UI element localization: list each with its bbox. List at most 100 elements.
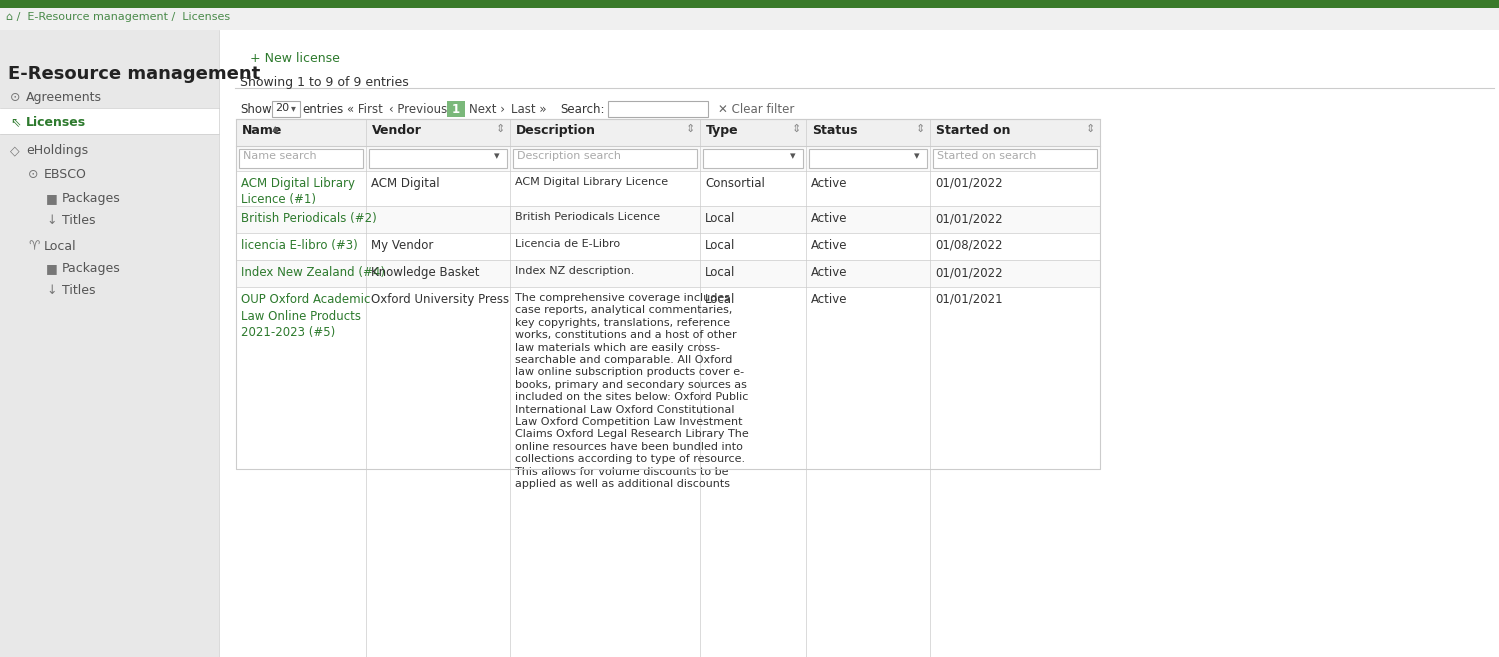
Text: ▾: ▾ (291, 103, 295, 113)
Text: Knowledge Basket: Knowledge Basket (370, 266, 480, 279)
Bar (0, 108, 219, 134)
Text: Show: Show (240, 103, 271, 116)
Text: ⇖: ⇖ (10, 116, 21, 129)
Bar (703, 149, 803, 168)
Text: ✕ Clear filter: ✕ Clear filter (718, 103, 794, 116)
Text: ⇕: ⇕ (496, 124, 505, 134)
Text: ⊙: ⊙ (10, 91, 21, 104)
Text: Active: Active (811, 239, 847, 252)
Text: ▲: ▲ (271, 124, 279, 133)
Text: entries: entries (301, 103, 343, 116)
Text: Active: Active (811, 293, 847, 306)
Bar (513, 149, 697, 168)
Text: Next ›: Next › (469, 103, 505, 116)
Bar (0, 0, 1499, 8)
Text: 01/01/2022: 01/01/2022 (935, 212, 1003, 225)
Text: Packages: Packages (61, 262, 121, 275)
Text: ⊙: ⊙ (28, 168, 39, 181)
Text: Showing 1 to 9 of 9 entries: Showing 1 to 9 of 9 entries (240, 76, 409, 89)
Text: ↓: ↓ (46, 214, 57, 227)
Bar (219, 30, 1499, 657)
Text: Licenses: Licenses (25, 116, 85, 129)
Text: EBSCO: EBSCO (43, 168, 87, 181)
Text: Licencia de E-Libro: Licencia de E-Libro (516, 239, 621, 249)
Text: ■: ■ (46, 262, 58, 275)
Text: Last »: Last » (511, 103, 547, 116)
Text: Type: Type (706, 124, 739, 137)
Text: Agreements: Agreements (25, 91, 102, 104)
Text: Local: Local (705, 266, 736, 279)
Text: Index New Zealand (#4): Index New Zealand (#4) (241, 266, 385, 279)
Text: OUP Oxford Academic
Law Online Products
2021-2023 (#5): OUP Oxford Academic Law Online Products … (241, 293, 370, 339)
Text: 01/01/2021: 01/01/2021 (935, 293, 1003, 306)
Bar (235, 146, 1100, 171)
Bar (235, 119, 1100, 146)
Bar (235, 287, 1100, 469)
Bar (0, 8, 1499, 30)
Bar (609, 101, 708, 117)
Text: E-Resource management: E-Resource management (7, 65, 261, 83)
Text: ▾: ▾ (914, 151, 919, 161)
Bar (235, 119, 1100, 469)
Text: ACM Digital Library
Licence (#1): ACM Digital Library Licence (#1) (241, 177, 355, 206)
Bar (235, 171, 1100, 206)
Bar (271, 101, 300, 117)
Text: Description search: Description search (517, 151, 621, 161)
Text: ACM Digital: ACM Digital (370, 177, 439, 190)
Text: Titles: Titles (61, 214, 96, 227)
Text: ▾: ▾ (495, 151, 499, 161)
Bar (235, 233, 1100, 260)
Text: British Periodicals Licence: British Periodicals Licence (516, 212, 660, 222)
Text: Packages: Packages (61, 192, 121, 205)
Text: ⇕: ⇕ (791, 124, 802, 134)
Bar (447, 101, 465, 117)
Text: My Vendor: My Vendor (370, 239, 433, 252)
Text: « First: « First (346, 103, 382, 116)
Text: 01/01/2022: 01/01/2022 (935, 266, 1003, 279)
Text: Local: Local (43, 240, 76, 253)
Bar (238, 149, 363, 168)
Text: Status: Status (812, 124, 857, 137)
Bar (932, 149, 1097, 168)
Bar (809, 149, 926, 168)
Bar (235, 260, 1100, 287)
Text: Started on: Started on (935, 124, 1010, 137)
Text: ↓: ↓ (46, 284, 57, 297)
Text: ▾: ▾ (790, 151, 796, 161)
Text: Name: Name (241, 124, 282, 137)
Text: licencia E-libro (#3): licencia E-libro (#3) (241, 239, 358, 252)
Bar (369, 149, 507, 168)
Text: Active: Active (811, 177, 847, 190)
Text: 01/08/2022: 01/08/2022 (935, 239, 1003, 252)
Text: ♈: ♈ (28, 240, 39, 253)
Bar (0, 30, 219, 657)
Text: The comprehensive coverage includes
case reports, analytical commentaries,
key c: The comprehensive coverage includes case… (516, 293, 748, 489)
Text: 01/01/2022: 01/01/2022 (935, 177, 1003, 190)
Text: + New license: + New license (250, 52, 340, 65)
Text: ⇕: ⇕ (1085, 124, 1096, 134)
Text: Search:: Search: (561, 103, 604, 116)
Text: ■: ■ (46, 192, 58, 205)
Text: ‹ Previous: ‹ Previous (390, 103, 447, 116)
Text: ACM Digital Library Licence: ACM Digital Library Licence (516, 177, 669, 187)
Text: Active: Active (811, 212, 847, 225)
Text: Index NZ description.: Index NZ description. (516, 266, 634, 276)
Text: Local: Local (705, 212, 736, 225)
Text: Vendor: Vendor (372, 124, 421, 137)
Text: Started on search: Started on search (937, 151, 1036, 161)
Text: ⇕: ⇕ (687, 124, 696, 134)
Text: 20: 20 (274, 103, 289, 113)
Text: Name search: Name search (243, 151, 316, 161)
Text: Consortial: Consortial (705, 177, 764, 190)
Text: British Periodicals (#2): British Periodicals (#2) (241, 212, 376, 225)
Text: Local: Local (705, 293, 736, 306)
Text: 1: 1 (451, 103, 460, 116)
Text: ⇕: ⇕ (916, 124, 925, 134)
Text: Description: Description (516, 124, 597, 137)
Text: Oxford University Press: Oxford University Press (370, 293, 510, 306)
Text: ◇: ◇ (10, 144, 19, 157)
Text: Titles: Titles (61, 284, 96, 297)
Text: Local: Local (705, 239, 736, 252)
Bar (235, 206, 1100, 233)
Text: eHoldings: eHoldings (25, 144, 88, 157)
